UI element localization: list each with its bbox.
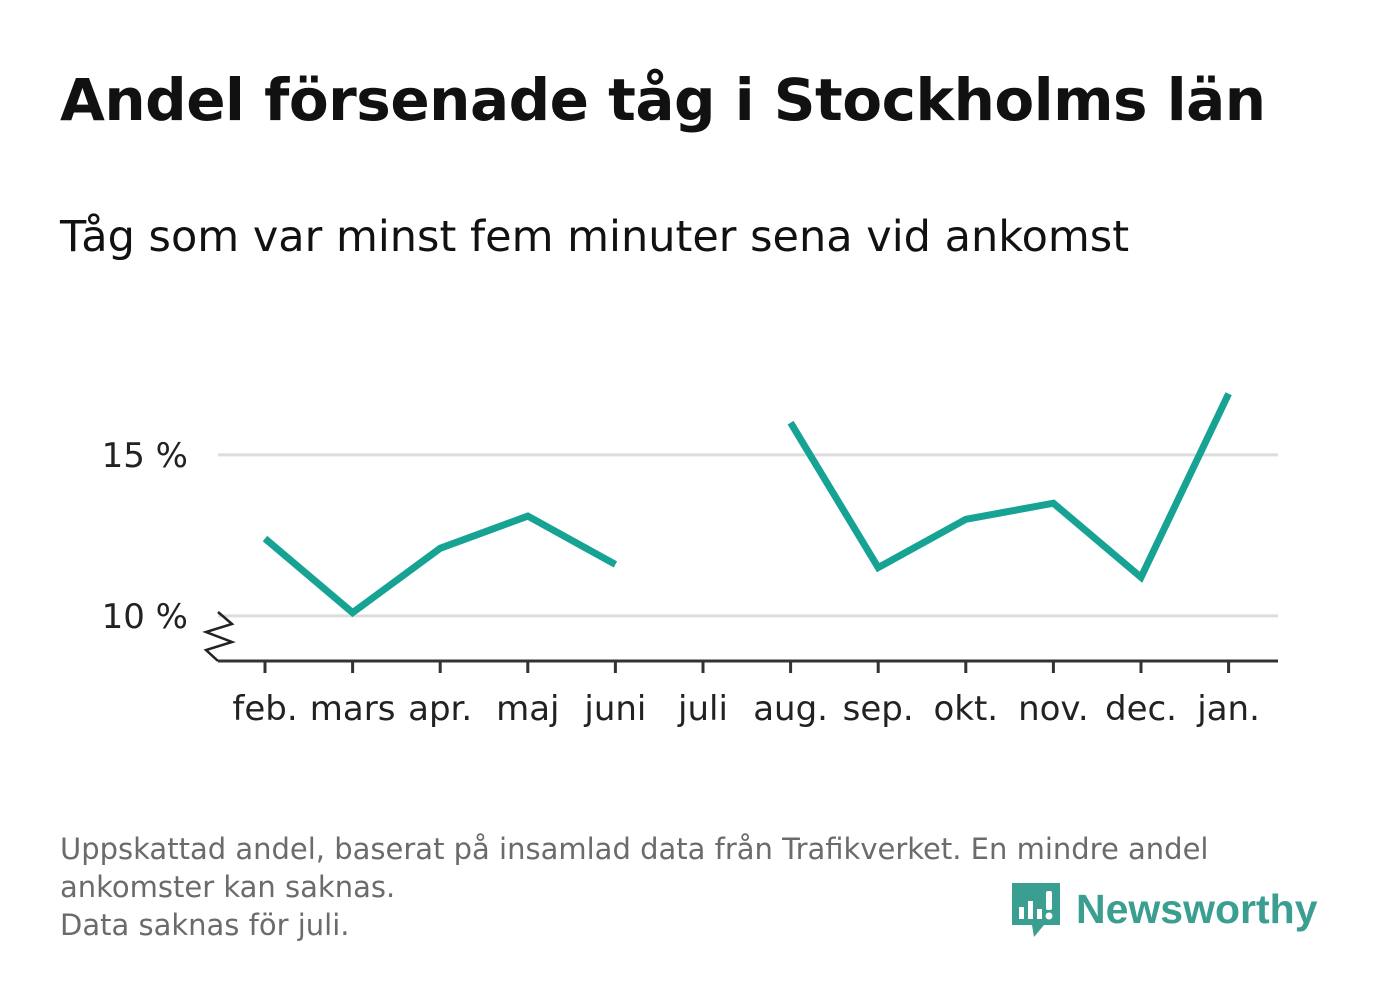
newsworthy-logo: Newsworthy (1010, 878, 1318, 940)
chart-subtitle: Tåg som var minst fem minuter sena vid a… (60, 212, 1130, 262)
footnote-line-3: Data saknas för juli. (60, 908, 350, 942)
logo-text: Newsworthy (1076, 885, 1318, 932)
series-line-segment (262, 512, 618, 618)
y-tick-label: 15 % (102, 436, 188, 476)
x-tick-label: aug. (753, 689, 828, 729)
series-line-segment (787, 392, 1232, 583)
newsworthy-chart-bubble-icon (1012, 883, 1060, 937)
x-tick-label: sep. (843, 689, 914, 729)
x-tick-label: jan. (1196, 689, 1260, 729)
x-tick-label: nov. (1018, 689, 1089, 729)
chart-title: Andel försenade tåg i Stockholms län (60, 66, 1266, 134)
axis-break-icon (202, 611, 236, 662)
x-tick-label: juni (583, 689, 646, 729)
footnote: Uppskattad andel, baserat på insamlad da… (60, 830, 1320, 944)
x-tick-label: apr. (408, 689, 472, 729)
x-tick-label: mars (310, 689, 396, 729)
x-tick-label: dec. (1105, 689, 1177, 729)
y-tick-label: 10 % (102, 597, 188, 637)
x-tick-label: juli (677, 689, 728, 729)
x-tick-label: feb. (232, 689, 297, 729)
footnote-line-1: Uppskattad andel, baserat på insamlad da… (60, 832, 1209, 866)
x-tick-label: okt. (933, 689, 998, 729)
footnote-line-2: ankomster kan saknas. (60, 870, 396, 904)
x-tick-label: maj (496, 689, 559, 729)
